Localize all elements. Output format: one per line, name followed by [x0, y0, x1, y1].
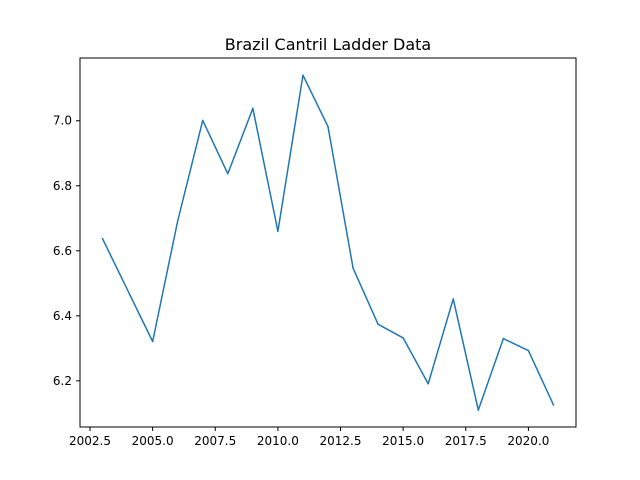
y-tick-label: 6.4 — [53, 309, 72, 323]
data-point — [402, 337, 404, 339]
x-axis: 2002.5 2005.0 2007.5 2010.0 2012.5 2015.0 2017… — [69, 427, 549, 448]
x-tick-label: 2010.0 — [257, 434, 299, 448]
data-point — [202, 119, 204, 122]
y-tick-label: 6.8 — [53, 179, 72, 193]
data-point — [252, 107, 254, 110]
data-point — [527, 349, 530, 352]
plot-frame — [79, 57, 577, 428]
series-layer — [101, 74, 555, 411]
data-point — [327, 125, 329, 128]
data-point — [277, 230, 279, 233]
data-point — [101, 238, 104, 240]
data-point — [502, 337, 505, 340]
y-tick-label: 6.2 — [53, 374, 72, 388]
data-point — [352, 267, 354, 269]
data-point — [227, 172, 229, 175]
data-point — [477, 409, 480, 411]
x-tick-label: 2007.5 — [194, 434, 236, 448]
data-point — [452, 298, 454, 300]
y-tick-label: 7.0 — [53, 114, 72, 128]
x-tick-label: 2012.5 — [320, 434, 362, 448]
chart-title: Brazil Cantril Ladder Data — [225, 35, 431, 54]
y-tick-label: 6.6 — [53, 244, 72, 258]
data-point — [176, 220, 179, 222]
plot-area — [80, 58, 576, 427]
data-point — [377, 323, 379, 326]
x-tick-label: 2017.5 — [445, 434, 487, 448]
series-line — [101, 74, 555, 411]
data-point — [302, 74, 304, 76]
x-tick-label: 2020.0 — [507, 434, 549, 448]
x-tick-label: 2015.0 — [382, 434, 424, 448]
data-point — [151, 340, 154, 343]
data-point — [427, 383, 429, 385]
data-point — [552, 404, 555, 406]
y-axis: 6.2 6.4 6.6 6.8 7.0 — [53, 114, 80, 388]
x-tick-label: 2005.0 — [132, 434, 174, 448]
x-tick-label: 2002.5 — [69, 434, 111, 448]
